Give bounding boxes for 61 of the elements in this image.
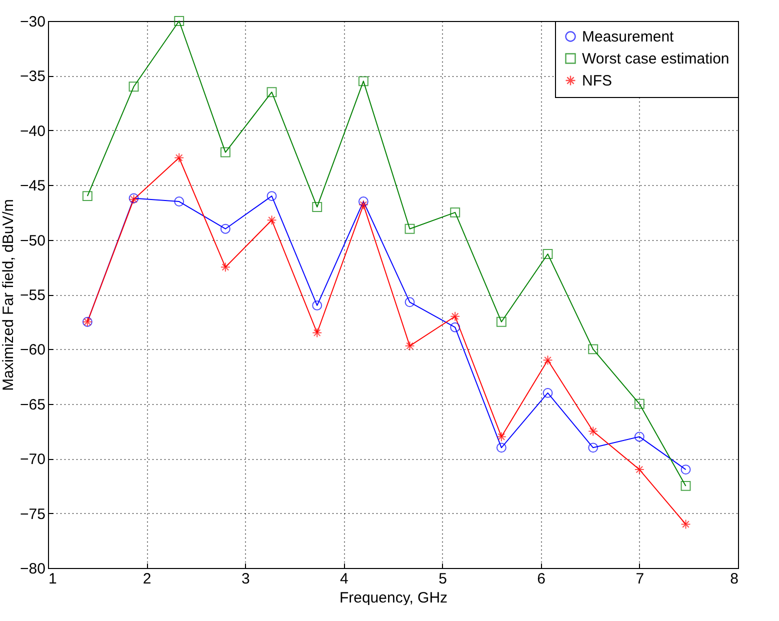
point (174, 16, 184, 26)
point (82, 191, 92, 202)
point (128, 82, 139, 92)
point (542, 388, 553, 398)
point (404, 224, 415, 234)
point (312, 202, 322, 212)
x-tick-label: 5 (438, 570, 447, 588)
y-tick-label: −80 (20, 560, 46, 578)
y-tick-label: −35 (20, 68, 46, 86)
point (358, 200, 368, 210)
point (588, 426, 598, 436)
y-axis-title: Maximized Far field, dBuV/m (0, 199, 18, 391)
point (680, 519, 691, 530)
y-tick-label: −30 (20, 14, 46, 30)
point (588, 442, 598, 453)
point (450, 207, 460, 218)
x-tick-label: 6 (537, 570, 546, 588)
y-tick-label: −45 (20, 178, 46, 195)
y-tick-label: −60 (20, 342, 46, 359)
point (266, 191, 277, 202)
point (358, 196, 368, 206)
x-tick-label: 7 (636, 570, 644, 588)
point (220, 224, 230, 234)
x-tick-label: 4 (340, 570, 348, 588)
point (450, 322, 460, 332)
point (634, 398, 644, 409)
point (634, 432, 644, 442)
x-tick-label: 8 (730, 570, 738, 588)
point (680, 464, 691, 475)
legend-label: Measurement (582, 28, 675, 46)
point (266, 215, 277, 226)
point (450, 311, 460, 322)
y-tick-label: −50 (20, 232, 46, 250)
point (496, 316, 506, 327)
legend-label: Worst case estimation (582, 50, 730, 68)
point (266, 87, 277, 98)
point (312, 328, 322, 338)
legend-label: NFS (582, 72, 612, 90)
point (220, 262, 230, 272)
point (634, 464, 644, 475)
point (496, 432, 506, 442)
point (588, 344, 598, 354)
x-tick-label: 3 (241, 570, 250, 588)
x-tick-label: 1 (48, 570, 57, 588)
y-tick-label: −40 (20, 122, 46, 140)
x-tick-label: 2 (142, 570, 152, 588)
y-tick-label: −75 (20, 506, 46, 523)
point (542, 249, 553, 259)
point (404, 340, 415, 351)
y-tick-label: −65 (20, 396, 46, 414)
point (220, 147, 230, 158)
point (312, 300, 322, 310)
point (174, 196, 184, 206)
y-tick-label: −55 (20, 287, 46, 304)
point (680, 480, 691, 491)
point (496, 442, 506, 453)
point (542, 355, 553, 366)
point (358, 76, 368, 86)
point (404, 297, 415, 308)
point (174, 152, 184, 163)
y-tick-label: −70 (20, 451, 46, 468)
